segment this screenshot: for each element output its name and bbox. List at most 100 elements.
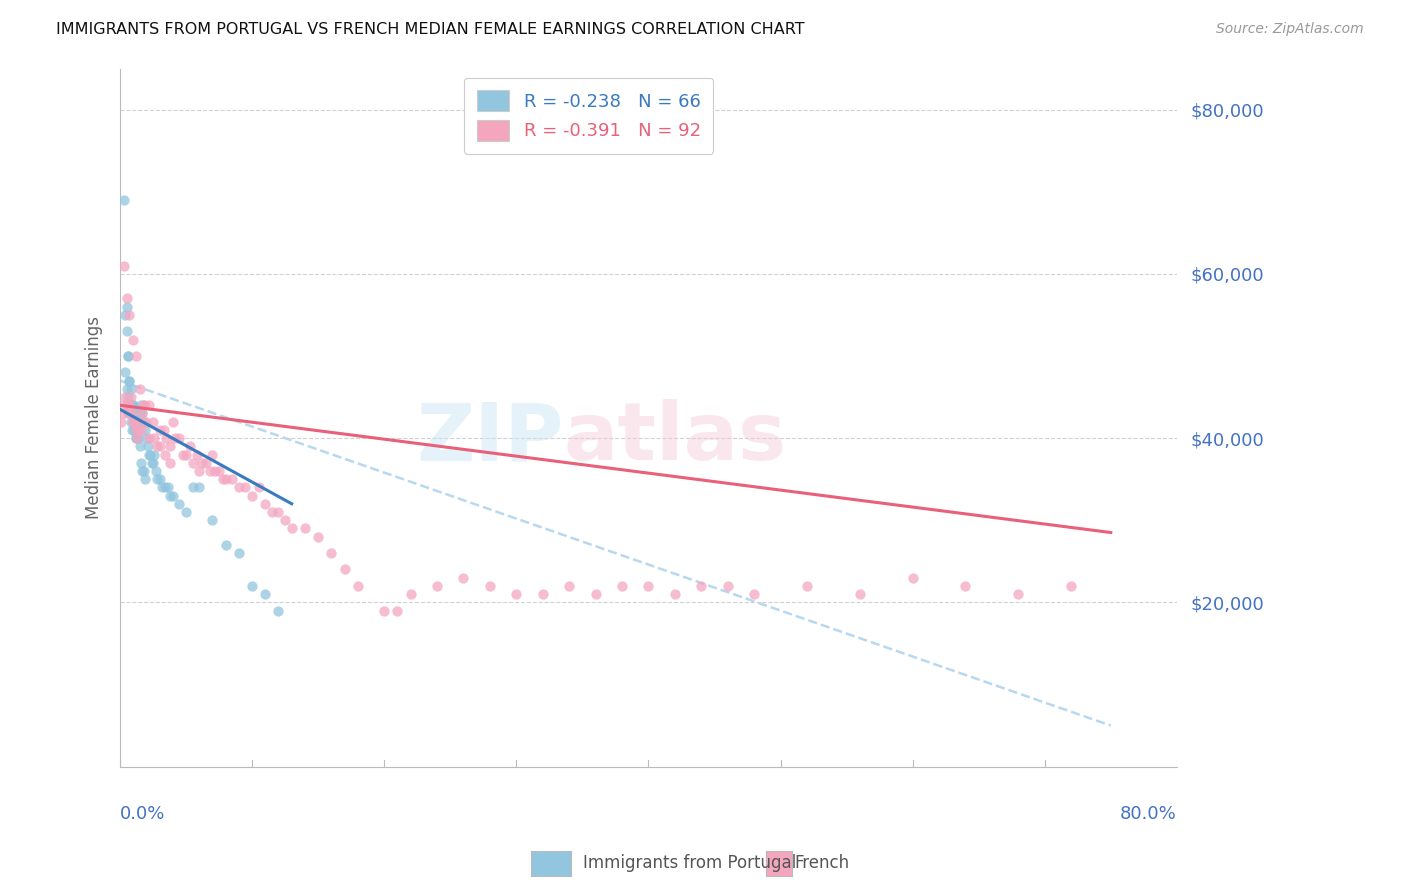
Point	[124, 423, 146, 437]
Point	[260, 505, 283, 519]
Point	[114, 308, 136, 322]
Point	[125, 407, 148, 421]
Point	[159, 489, 181, 503]
Point	[172, 448, 194, 462]
Point	[240, 489, 263, 503]
Point	[274, 513, 297, 527]
Point	[1007, 587, 1029, 601]
Point	[742, 587, 765, 601]
Point	[121, 423, 143, 437]
Point	[120, 398, 142, 412]
Point	[141, 456, 163, 470]
Point	[129, 398, 152, 412]
Point	[690, 579, 713, 593]
Point	[143, 431, 166, 445]
Point	[118, 407, 141, 421]
Text: atlas: atlas	[564, 400, 787, 477]
Point	[155, 431, 177, 445]
Point	[138, 398, 160, 412]
Point	[214, 472, 236, 486]
Point	[346, 579, 368, 593]
Text: 0.0%: 0.0%	[120, 805, 166, 823]
Point	[138, 431, 160, 445]
Point	[201, 513, 224, 527]
Point	[110, 415, 132, 429]
Point	[121, 407, 143, 421]
Point	[610, 579, 633, 593]
Point	[136, 439, 159, 453]
Point	[143, 448, 166, 462]
Point	[156, 480, 179, 494]
Point	[153, 448, 176, 462]
Point	[848, 587, 870, 601]
Point	[153, 480, 176, 494]
Point	[387, 603, 409, 617]
Point	[129, 456, 152, 470]
Point	[149, 472, 172, 486]
Point	[128, 439, 150, 453]
Point	[125, 431, 148, 445]
Point	[124, 415, 146, 429]
Point	[128, 415, 150, 429]
Point	[478, 579, 501, 593]
Point	[120, 382, 142, 396]
Y-axis label: Median Female Earnings: Median Female Earnings	[86, 316, 103, 519]
Point	[114, 390, 136, 404]
Point	[901, 571, 924, 585]
Point	[162, 489, 184, 503]
Text: ZIP: ZIP	[416, 400, 564, 477]
Point	[122, 398, 145, 412]
Point	[112, 193, 135, 207]
Point	[201, 448, 224, 462]
Point	[128, 407, 150, 421]
Text: 80.0%: 80.0%	[1121, 805, 1177, 823]
Point	[127, 415, 149, 429]
Point	[132, 464, 155, 478]
Point	[254, 587, 277, 601]
Text: French: French	[794, 855, 849, 872]
Point	[115, 382, 138, 396]
Point	[124, 415, 146, 429]
Point	[174, 448, 197, 462]
Point	[169, 431, 191, 445]
Point	[118, 374, 141, 388]
Text: Source: ZipAtlas.com: Source: ZipAtlas.com	[1216, 22, 1364, 37]
Point	[294, 521, 316, 535]
Point	[1060, 579, 1083, 593]
Point	[117, 390, 139, 404]
Point	[121, 398, 143, 412]
Point	[131, 407, 153, 421]
Point	[111, 398, 134, 412]
Point	[132, 398, 155, 412]
Point	[664, 587, 686, 601]
Point	[162, 415, 184, 429]
Point	[149, 439, 172, 453]
Point	[191, 456, 214, 470]
Point	[228, 546, 250, 560]
Point	[212, 472, 235, 486]
Point	[150, 480, 173, 494]
Point	[114, 365, 136, 379]
Point	[118, 398, 141, 412]
Legend: R = -0.238   N = 66, R = -0.391   N = 92: R = -0.238 N = 66, R = -0.391 N = 92	[464, 78, 713, 153]
Point	[149, 423, 172, 437]
Point	[128, 382, 150, 396]
Point	[112, 407, 135, 421]
Point	[208, 464, 231, 478]
Point	[235, 480, 257, 494]
Point	[531, 587, 554, 601]
Point	[145, 464, 167, 478]
Point	[247, 480, 270, 494]
Point	[254, 497, 277, 511]
Point	[585, 587, 607, 601]
Point	[204, 464, 226, 478]
Point	[214, 538, 236, 552]
Point	[426, 579, 449, 593]
Point	[124, 415, 146, 429]
Point	[134, 472, 156, 486]
Point	[267, 603, 290, 617]
Point	[121, 407, 143, 421]
Point	[159, 456, 181, 470]
Point	[186, 448, 208, 462]
Point	[118, 374, 141, 388]
